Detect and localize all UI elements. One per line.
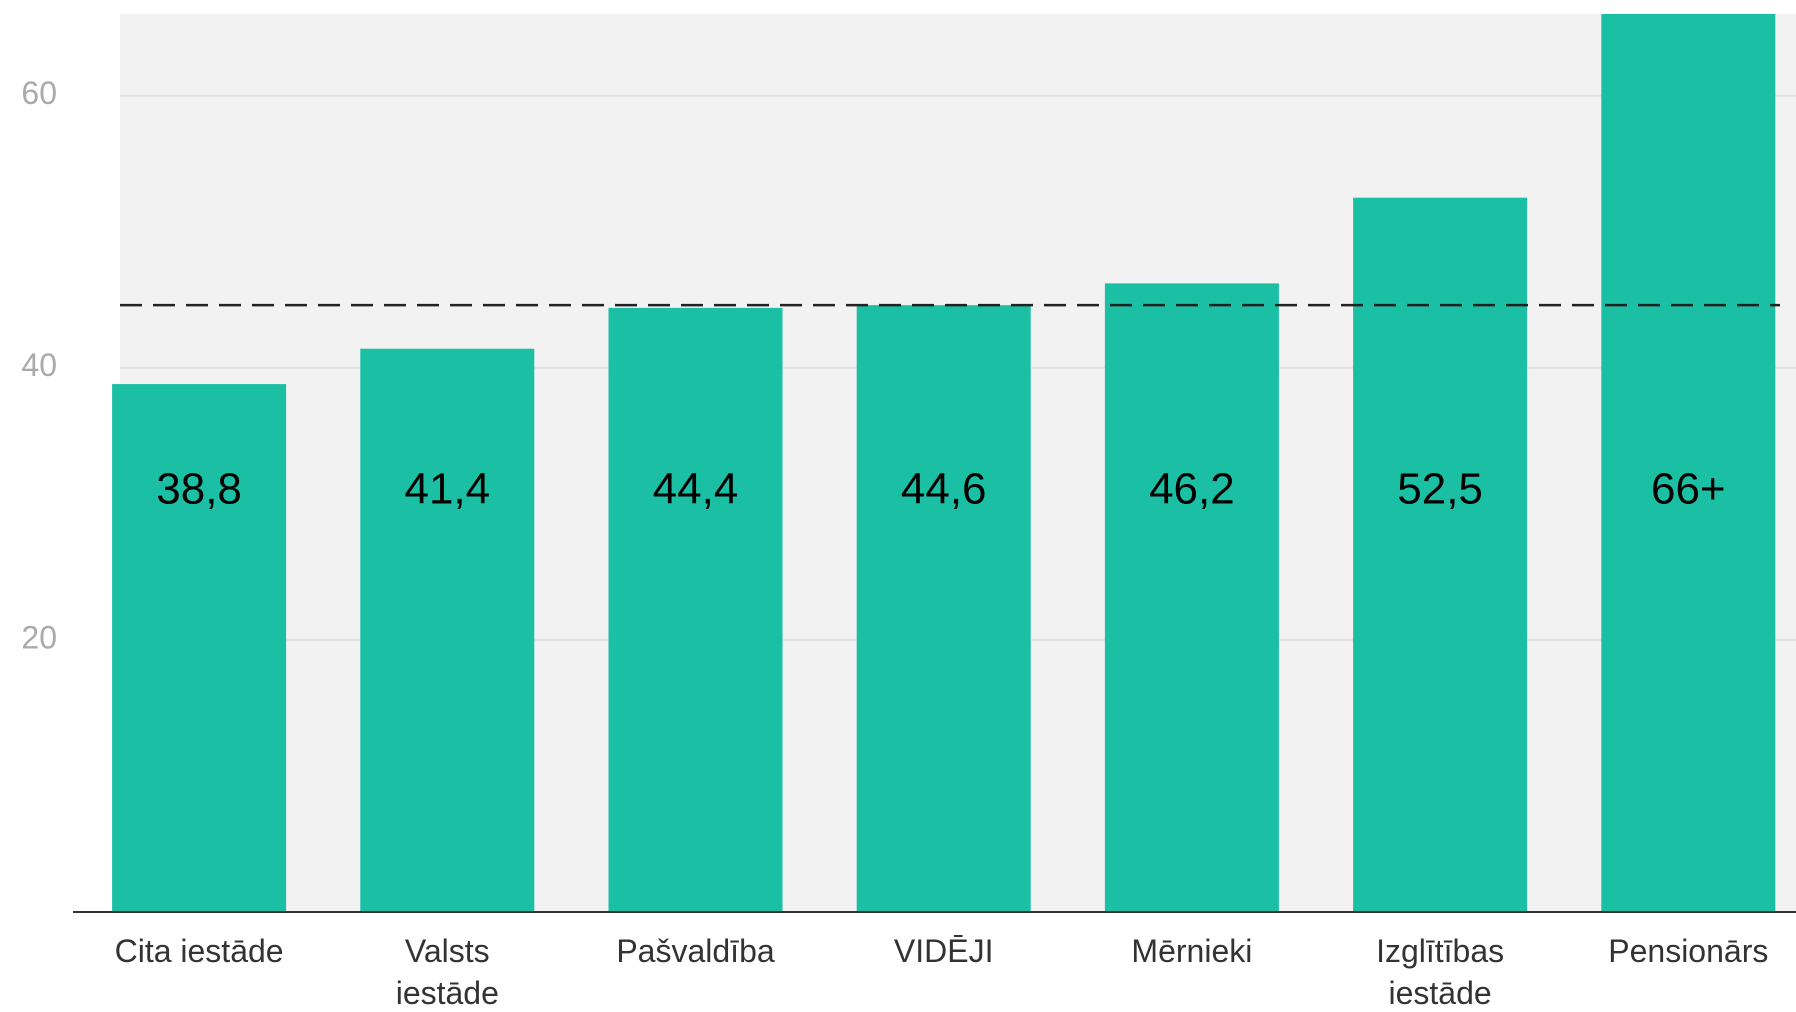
- bar: [1104, 283, 1279, 912]
- x-tick-label: Izglītības iestāde: [1376, 933, 1505, 1011]
- x-tick-label: VIDĒJI: [893, 933, 994, 969]
- x-tick-label: Pašvaldība: [616, 933, 775, 969]
- bar: [608, 307, 783, 913]
- x-tick-label: Mērnieki: [1131, 933, 1253, 969]
- x-tick-label: Valsts iestāde: [395, 933, 499, 1011]
- bar: [112, 384, 287, 912]
- y-tick-label: 20: [21, 619, 57, 655]
- bar: [360, 348, 535, 912]
- bar: [1353, 197, 1528, 912]
- value-label: 44,6: [901, 465, 987, 514]
- bar: [1601, 14, 1776, 912]
- y-tick-label: 60: [21, 75, 57, 111]
- value-label: 52,5: [1397, 465, 1483, 514]
- y-tick-label: 40: [21, 347, 57, 383]
- value-label: 44,4: [653, 465, 739, 514]
- value-label: 41,4: [404, 465, 490, 514]
- value-label: 46,2: [1149, 465, 1235, 514]
- x-tick-label: Cita iestāde: [114, 933, 284, 969]
- bar: [856, 305, 1031, 913]
- value-label: 66+: [1651, 465, 1726, 514]
- value-label: 38,8: [156, 465, 242, 514]
- x-tick-label: Pensionārs: [1608, 933, 1769, 969]
